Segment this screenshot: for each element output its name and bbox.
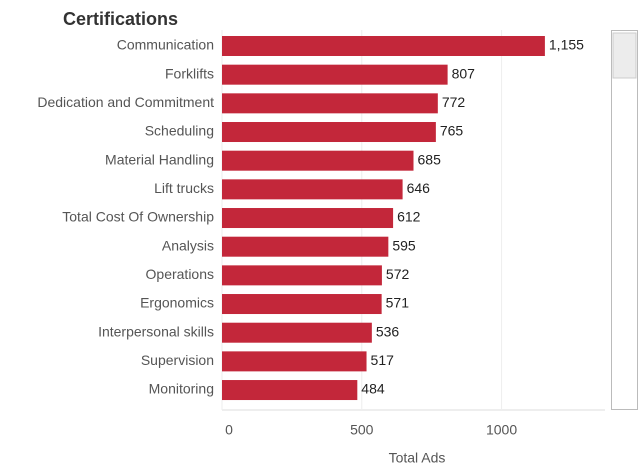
data-label: 772 [442, 94, 466, 110]
bar [222, 322, 372, 343]
y-tick-label: Interpersonal skills [98, 323, 214, 339]
bar [222, 380, 358, 401]
x-tick-label: 0 [225, 422, 233, 438]
bar [222, 93, 438, 114]
x-tick-label: 500 [350, 422, 374, 438]
y-tick-label: Scheduling [145, 123, 214, 139]
bar [222, 179, 403, 200]
bar [222, 36, 545, 56]
data-label: 646 [407, 180, 431, 196]
bar [222, 265, 382, 286]
data-label: 595 [392, 237, 416, 253]
y-tick-label: Dedication and Commitment [37, 94, 214, 110]
y-tick-label: Supervision [141, 352, 214, 368]
data-label: 572 [386, 266, 410, 282]
x-axis-label: Total Ads [389, 450, 446, 466]
bar [222, 150, 414, 171]
bar [222, 351, 367, 372]
data-label: 484 [361, 381, 385, 397]
data-label: 807 [452, 65, 476, 81]
data-label: 685 [418, 151, 442, 167]
y-tick-label: Total Cost Of Ownership [62, 209, 214, 225]
bar [222, 64, 448, 85]
y-tick-label: Forklifts [165, 65, 214, 81]
scrollbar[interactable] [611, 30, 638, 410]
data-label: 571 [386, 295, 410, 311]
data-label: 612 [397, 209, 421, 225]
y-tick-label: Monitoring [149, 381, 214, 397]
bar [222, 236, 389, 257]
bar [222, 294, 382, 315]
data-label: 765 [440, 123, 464, 139]
data-label: 1,155 [549, 37, 584, 53]
y-tick-label: Operations [146, 266, 214, 282]
y-tick-label: Material Handling [105, 151, 214, 167]
data-label: 517 [371, 352, 395, 368]
y-tick-label: Communication [117, 37, 214, 53]
chart-title: Certifications [63, 9, 178, 29]
scrollbar-thumb[interactable] [612, 32, 637, 79]
bar [222, 208, 394, 229]
y-tick-label: Analysis [162, 237, 214, 253]
y-tick-label: Ergonomics [140, 295, 214, 311]
data-label: 536 [376, 323, 400, 339]
x-tick-label: 1000 [486, 422, 517, 438]
y-tick-label: Lift trucks [154, 180, 214, 196]
bar [222, 122, 436, 143]
